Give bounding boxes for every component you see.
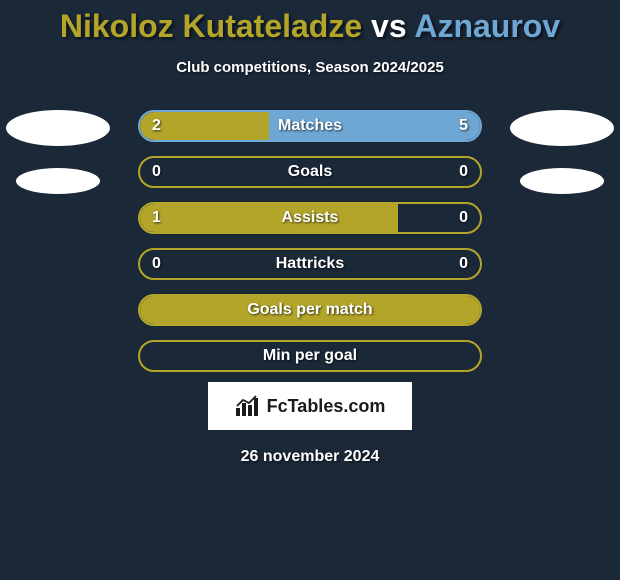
avatar-column-left [0,110,116,194]
stat-value-b: 5 [459,112,468,140]
stat-bar: Assists1 0 [138,202,482,234]
subtitle: Club competitions, Season 2024/2025 [0,59,620,76]
stat-value-b: 0 [459,158,468,186]
comparison-title: Nikoloz Kutateladze vs Aznaurov [0,0,620,45]
stat-value-a: 2 [152,112,161,140]
player-a-club-wrap [16,168,100,194]
stat-value-a: 0 [152,250,161,278]
stat-bar: Hattricks0 0 [138,248,482,280]
player-b-club-wrap [520,168,604,194]
stat-label: Goals per match [140,296,480,324]
stat-label: Assists [140,204,480,232]
player-b-club-avatar [520,168,604,194]
stat-label: Min per goal [140,342,480,370]
stat-bar: Min per goal [138,340,482,372]
stat-value-b: 0 [459,250,468,278]
player-b-name: Aznaurov [414,8,560,44]
fctables-logo: FcTables.com [208,382,412,430]
avatar-column-right [504,110,620,194]
player-a-club-avatar [16,168,100,194]
bars-container: Matches25Goals00Assists10Hattricks00Goal… [138,110,482,372]
player-a-name: Nikoloz Kutateladze [60,8,362,44]
stat-label: Matches [140,112,480,140]
stat-label: Hattricks [140,250,480,278]
chart-area: Matches25Goals00Assists10Hattricks00Goal… [0,110,620,372]
stat-bar: Goals per match [138,294,482,326]
player-b-avatar [510,110,614,146]
stat-label: Goals [140,158,480,186]
stat-value-a: 0 [152,158,161,186]
date-line: 26 november 2024 [0,448,620,466]
player-a-avatar [6,110,110,146]
vs-separator: vs [371,8,407,44]
stat-bar: Matches2 5 [138,110,482,142]
logo-text: FcTables.com [267,396,386,417]
chart-icon [235,395,261,417]
stat-value-b: 0 [459,204,468,232]
stat-value-a: 1 [152,204,161,232]
stat-bar: Goals0 0 [138,156,482,188]
